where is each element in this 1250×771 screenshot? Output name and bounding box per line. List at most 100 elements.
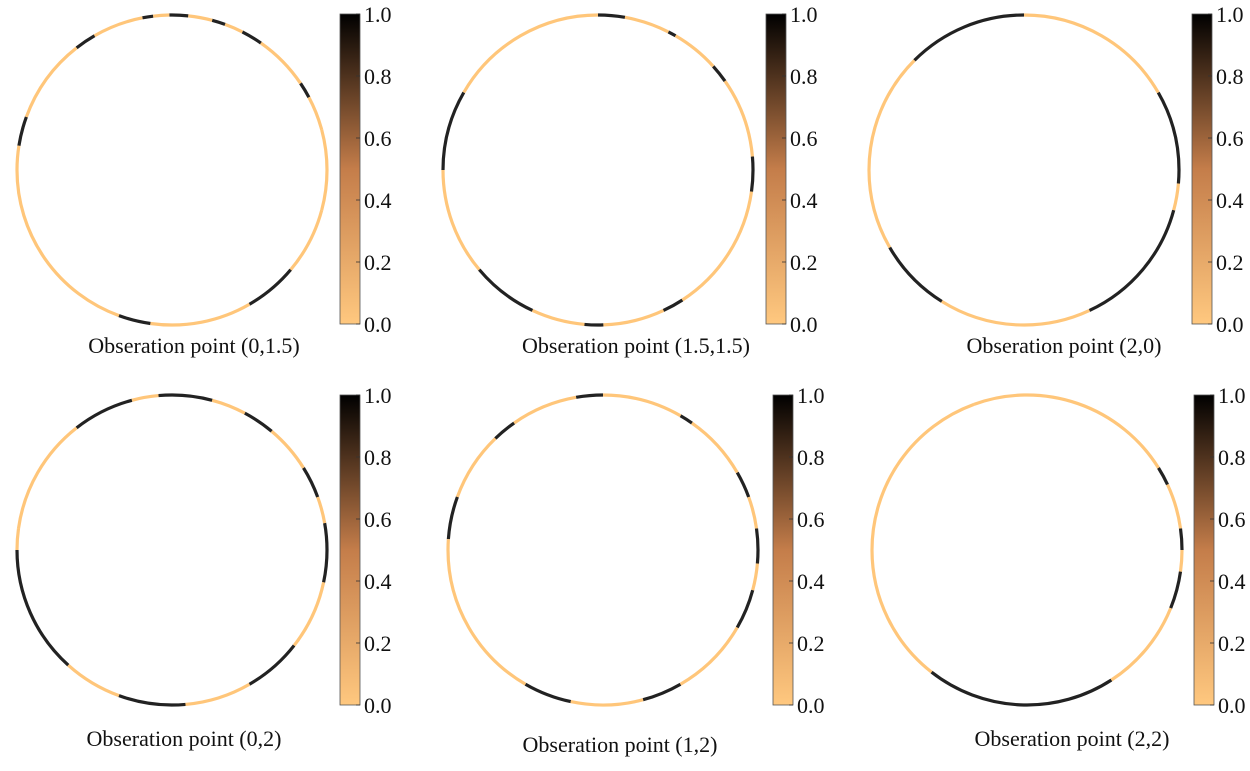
ring-segment xyxy=(624,15,670,34)
colorbar-tick-label: 0.2 xyxy=(364,250,392,275)
ring-segment xyxy=(441,169,481,271)
ring-segment xyxy=(16,426,78,529)
ring-segment xyxy=(1157,467,1169,486)
colorbar-tick-label: 1.0 xyxy=(1216,2,1244,27)
colorbar-tick-label: 0.6 xyxy=(364,507,392,532)
colorbar-tick-label: 0.6 xyxy=(1216,126,1244,151)
colorbar-tick-label: 0.8 xyxy=(1216,64,1244,89)
ring-segment xyxy=(15,549,70,667)
colorbar-tick-label: 0.8 xyxy=(364,445,392,470)
ring-segment xyxy=(93,16,143,38)
ring-segment xyxy=(679,414,693,425)
colorbar-tick-label: 0.0 xyxy=(790,312,818,337)
ring-segment xyxy=(320,129,329,171)
ring-segment xyxy=(747,496,759,529)
ring-segment xyxy=(446,549,527,686)
ring-segment xyxy=(67,664,120,698)
colorbar-tick-label: 0.0 xyxy=(1218,693,1246,718)
ring-segment xyxy=(455,437,497,498)
ring-segment xyxy=(211,398,246,415)
colorbar xyxy=(339,13,361,325)
colorbar-tick-label: 0.8 xyxy=(797,445,825,470)
colorbar-tick-label: 0.4 xyxy=(364,569,392,594)
ring-segment xyxy=(575,393,604,399)
panel-1: 0.0 0.2 0.4 0.6 0.8 1.0 xyxy=(15,2,392,337)
ring-segment xyxy=(24,46,78,118)
ring-segment xyxy=(211,18,226,26)
colorbar-tick-label: 0.8 xyxy=(364,64,392,89)
ring-segment xyxy=(711,65,727,83)
ring-segment xyxy=(150,302,251,327)
ring-segment xyxy=(131,393,159,402)
ring-segment xyxy=(723,80,755,157)
colorbar xyxy=(765,13,787,325)
ring-segment xyxy=(603,309,665,327)
panel-caption: Obseration point (1.5,1.5) xyxy=(522,333,750,358)
ring-segment xyxy=(1169,571,1183,609)
ring-segment xyxy=(681,191,754,302)
ring-segment xyxy=(248,268,292,306)
ring-segment xyxy=(754,528,760,551)
ring-segment xyxy=(185,682,251,707)
ring-segment xyxy=(441,91,466,171)
colorbar-tick-label: 0.6 xyxy=(797,507,825,532)
ring-segment xyxy=(15,169,120,318)
ring-segment xyxy=(188,14,213,22)
ring-segment xyxy=(941,300,1091,327)
ring-segment xyxy=(602,393,682,418)
colorbar-tick-label: 0.2 xyxy=(790,250,818,275)
ring-segment xyxy=(118,694,186,707)
panel-6: 0.0 0.2 0.4 0.6 0.8 1.0 xyxy=(870,383,1246,718)
panel-caption: Obseration point (0,1.5) xyxy=(88,333,300,358)
ring-segment xyxy=(751,563,760,591)
ring-segment xyxy=(1088,209,1176,312)
colorbar-tick-label: 1.0 xyxy=(790,2,818,27)
ring-segment xyxy=(320,169,329,211)
ring-segment xyxy=(462,13,599,94)
colorbar xyxy=(1191,13,1213,325)
ring-segment xyxy=(152,13,170,18)
ring-segment xyxy=(513,395,577,425)
ring-segment xyxy=(322,549,329,583)
ring-segment xyxy=(973,393,1160,469)
ring-segment xyxy=(662,298,684,312)
ring-segment xyxy=(667,30,677,38)
colorbar-tick-label: 0.8 xyxy=(1218,445,1246,470)
panel-2: 0.0 0.2 0.4 0.6 0.8 1.0 xyxy=(441,2,818,337)
panel-4: 0.0 0.2 0.4 0.6 0.8 1.0 xyxy=(15,383,392,718)
ring-segment xyxy=(224,22,244,34)
colorbar-tick-label: 0.4 xyxy=(790,188,818,213)
colorbar-tick-label: 1.0 xyxy=(1218,383,1246,408)
ring-segment xyxy=(570,698,644,707)
ring-segment xyxy=(1023,13,1160,94)
ring-segment xyxy=(1166,483,1183,529)
panel-caption: Obseration point (2,0) xyxy=(966,333,1162,358)
ring-segment xyxy=(307,96,324,131)
ring-segment xyxy=(158,393,213,402)
ring-segment xyxy=(531,309,585,327)
panel-5: 0.0 0.2 0.4 0.6 0.8 1.0 xyxy=(446,383,825,718)
ring-segment xyxy=(15,145,21,171)
ring-segment xyxy=(1172,183,1181,211)
ring-segment xyxy=(735,589,755,629)
colorbar-tick-label: 0.6 xyxy=(364,126,392,151)
ring-segment xyxy=(524,682,572,704)
ring-segment xyxy=(867,59,916,171)
ring-segment xyxy=(15,528,21,551)
colorbar xyxy=(1193,394,1215,706)
ring-segment xyxy=(75,34,96,50)
colorbar xyxy=(339,394,361,706)
colorbar-tick-label: 0.8 xyxy=(790,64,818,89)
panel-3: 0.0 0.2 0.4 0.6 0.8 1.0 xyxy=(867,2,1244,337)
ring-segment xyxy=(888,246,943,303)
colorbar-tick-label: 0.2 xyxy=(1216,250,1244,275)
colorbar-tick-label: 1.0 xyxy=(364,383,392,408)
ring-segment xyxy=(642,682,682,702)
ring-segment xyxy=(323,522,329,551)
colorbar-tick-label: 1.0 xyxy=(364,2,392,27)
ring-segment xyxy=(867,169,892,249)
ring-segment xyxy=(735,471,751,498)
ring-segment xyxy=(289,209,324,271)
